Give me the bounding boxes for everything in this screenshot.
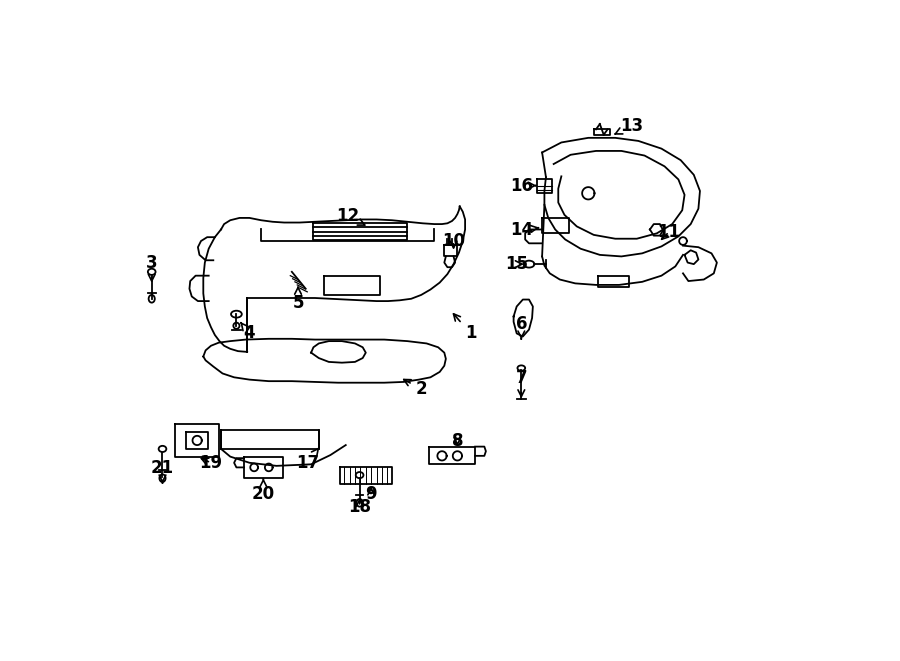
- Text: 13: 13: [615, 116, 644, 135]
- Text: 14: 14: [509, 221, 538, 239]
- Text: 9: 9: [365, 485, 377, 502]
- Text: 5: 5: [292, 288, 304, 311]
- Text: 20: 20: [252, 479, 274, 502]
- Text: 12: 12: [336, 208, 364, 225]
- Text: 3: 3: [146, 254, 158, 281]
- Text: 1: 1: [454, 314, 476, 342]
- Text: 2: 2: [404, 379, 427, 398]
- Text: 19: 19: [200, 454, 222, 472]
- Text: 18: 18: [348, 498, 371, 516]
- Text: 8: 8: [452, 432, 464, 450]
- Text: 7: 7: [516, 369, 527, 397]
- Text: 10: 10: [442, 232, 465, 250]
- Text: 17: 17: [296, 448, 319, 472]
- Text: 21: 21: [151, 459, 174, 483]
- Text: 11: 11: [658, 223, 680, 241]
- Text: 16: 16: [509, 176, 536, 194]
- Text: 15: 15: [505, 255, 528, 273]
- Text: 6: 6: [516, 315, 527, 339]
- Text: 4: 4: [241, 323, 256, 342]
